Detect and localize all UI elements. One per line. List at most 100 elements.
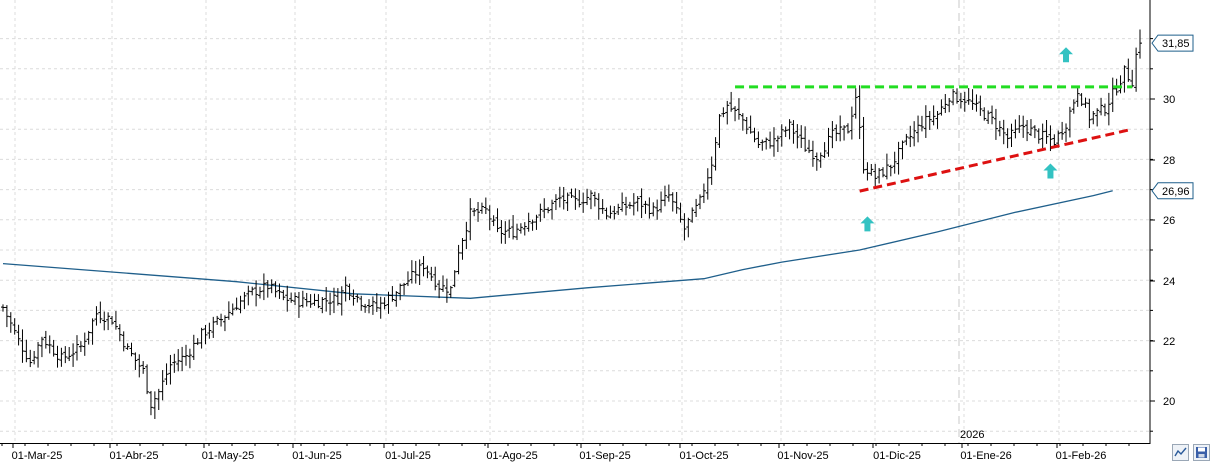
ohlc-bar [141,361,146,374]
ohlc-bar [328,292,333,316]
ohlc-bar [725,100,730,125]
ohlc-bar [783,126,788,138]
ohlc-bar [760,139,765,151]
ohlc-bar [90,318,95,345]
x-tick-label: 01-Mar-25 [12,450,63,462]
ohlc-bar [230,303,235,316]
ohlc-bar [1122,65,1127,93]
ohlc-bar [211,316,216,338]
ohlc-bar [479,202,484,214]
chart-annotations [735,47,1133,232]
ohlc-bar [1110,77,1115,113]
ohlc-bar [1064,123,1069,142]
ohlc-bar [849,106,854,140]
ohlc-bar [16,324,21,346]
ohlc-bar [740,113,745,131]
ohlc-bar [1036,128,1041,144]
ohlc-bar [600,199,605,214]
up-arrow-icon [1059,47,1074,63]
ohlc-bar [1126,58,1131,82]
x-tick-label: 01-Jun-25 [292,450,342,462]
ohlc-bar [207,322,212,339]
ohlc-bar [713,137,718,171]
ohlc-bar [993,108,998,140]
ohlc-bar [1102,103,1107,117]
ohlc-bar [273,281,278,298]
chart-type-button[interactable] [1172,444,1189,461]
ohlc-bar [721,107,726,118]
ohlc-bar [8,312,13,333]
ohlc-bar [733,106,738,122]
ohlc-bar [588,190,593,210]
ohlc-bar [978,95,983,116]
ohlc-bar [542,198,547,219]
ohlc-bar [503,221,508,244]
ohlc-bar [686,217,691,238]
ohlc-bar [631,193,636,216]
ohlc-bar [627,201,632,209]
price-tag-label: 31,85 [1162,38,1190,50]
ohlc-bar [877,167,882,184]
ohlc-bar [238,295,243,314]
ohlc-bar [666,184,671,202]
ohlc-bar [756,131,761,149]
ohlc-bar [514,223,519,241]
ohlc-bar [954,88,959,104]
ohlc-bar [1001,119,1006,145]
ohlc-bar [986,110,991,124]
ohlc-bar [1025,120,1030,142]
ohlc-bar [1013,119,1018,139]
ohlc-bar [927,111,932,130]
ohlc-bar [546,207,551,214]
ohlc-bar [405,271,410,287]
ohlc-bar [215,315,220,325]
price-tag-label: 26,96 [1162,186,1190,198]
ohlc-bar [117,324,122,342]
ohlc-bar [553,194,558,211]
ohlc-bar [768,131,773,149]
ohlc-bar [464,221,469,250]
ohlc-bar [807,139,812,154]
ohlc-bar [172,353,177,373]
ohlc-bar [662,185,667,207]
ohlc-bar [923,105,928,138]
ohlc-bar [102,311,107,331]
ohlc-bar [261,273,266,301]
ohlc-bar [717,114,722,148]
ohlc-bar [729,91,734,112]
ohlc-bar [674,192,679,214]
ohlc-bar [888,164,893,177]
ohlc-bar [624,196,629,216]
ohlc-bar [347,283,352,301]
ohlc-bar [487,205,492,231]
ohlc-bar [351,289,356,306]
y-tick-label: 20 [1163,396,1175,408]
ohlc-bar [670,192,675,212]
ohlc-bar [896,141,901,175]
save-button[interactable] [1193,444,1210,461]
ohlc-bar [421,256,426,277]
ohlc-bar [705,168,710,200]
ohlc-bar [884,153,889,180]
ohlc-bar [24,339,29,363]
ohlc-bar [176,349,181,372]
axes [0,0,1151,444]
ohlc-bar [402,282,407,295]
ohlc-bar [970,89,975,110]
ohlc-bar [678,202,683,223]
ohlc-bar [152,391,157,419]
ohlc-bar [647,197,652,219]
ohlc-bar [569,188,574,199]
ohlc-bar [596,193,601,220]
moving-average-line [2,190,1113,299]
ohlc-bar [137,354,142,378]
plot-area [1,29,1142,419]
ohlc-bar [257,286,262,299]
ohlc-bar [98,301,103,324]
ohlc-bar [826,127,831,157]
ohlc-bar [296,291,301,318]
ohlc-bar [651,202,656,217]
ohlc-bar [799,125,804,148]
ohlc-bar [4,305,9,328]
ohlc-bar [331,287,336,314]
